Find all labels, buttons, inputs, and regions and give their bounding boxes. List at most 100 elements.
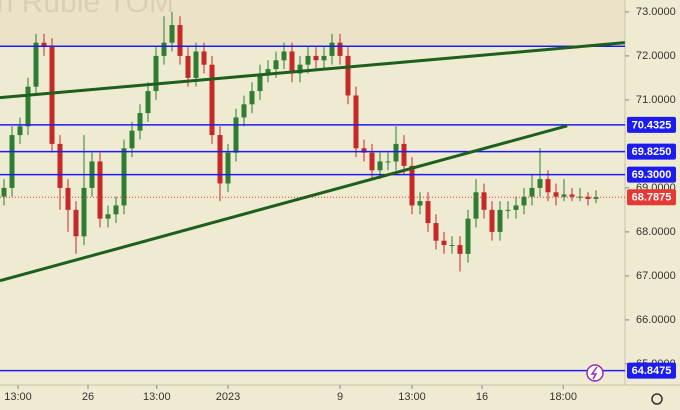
candle-body (449, 245, 455, 247)
level-label-box (627, 143, 676, 160)
candle-body (81, 187, 87, 237)
candle-body (353, 95, 359, 149)
candle-body (457, 245, 463, 254)
candle-body (401, 143, 407, 166)
candle-body (569, 194, 575, 197)
y-tick-label: 66.0000 (636, 314, 676, 326)
candle-body (513, 205, 519, 210)
candle-body (185, 55, 191, 78)
alert-icon[interactable] (586, 364, 604, 382)
level-label: 64.8475 (632, 365, 672, 377)
watermark: an Ruble TOM (0, 0, 174, 19)
candle-body (313, 55, 319, 61)
candle-body (153, 55, 159, 92)
candle-body (9, 135, 15, 188)
level-label: 69.8250 (632, 146, 672, 158)
candle-body (345, 55, 351, 96)
candle-body (465, 218, 471, 254)
x-tick-label: 16 (476, 391, 488, 403)
candle-body (529, 187, 535, 197)
alert-circle[interactable] (586, 364, 604, 382)
candle-body (257, 73, 263, 92)
candle-body (385, 161, 391, 163)
candle-body (505, 209, 511, 211)
candle-body (241, 104, 247, 118)
candle-body (137, 113, 143, 131)
candle-body (249, 91, 255, 105)
candle-body (129, 130, 135, 149)
candle-body (489, 209, 495, 232)
candle-body (209, 64, 215, 136)
candle-body (281, 51, 287, 61)
x-tick-label: 18:00 (549, 391, 577, 403)
candle-body (161, 42, 167, 56)
candle-body (217, 135, 223, 184)
candle-body (41, 42, 47, 48)
candle-body (65, 187, 71, 210)
candle-body (585, 196, 591, 199)
candle-body (177, 25, 183, 56)
candle-body (1, 187, 7, 197)
x-tick-label: 2023 (216, 391, 240, 403)
upper-zone (0, 0, 625, 45)
y-tick-label: 68.0000 (636, 226, 676, 238)
candle-body (545, 179, 551, 193)
candle-body (537, 179, 543, 188)
candle-body (561, 194, 567, 197)
candle-body (57, 143, 63, 188)
candle-body (473, 192, 479, 219)
candle-body (369, 152, 375, 171)
candle-body (145, 91, 151, 114)
candle-body (289, 51, 295, 74)
candle-body (481, 192, 487, 210)
candle-body (425, 201, 431, 224)
level-label-box (627, 116, 676, 133)
level-label-box (627, 166, 676, 183)
candle-body (417, 201, 423, 206)
alert-bolt (590, 366, 598, 380)
y-tick-label: 73.0000 (636, 6, 676, 18)
gear[interactable] (651, 393, 663, 405)
settings-icon[interactable] (651, 393, 663, 405)
candle-body (393, 143, 399, 162)
candle-body (193, 51, 199, 78)
candle-body (201, 51, 207, 65)
y-tick-label: 72.0000 (636, 50, 676, 62)
candle-body (113, 205, 119, 215)
candle-body (17, 126, 23, 136)
x-tick-label: 26 (82, 391, 94, 403)
candle-body (361, 148, 367, 153)
candle-body (105, 214, 111, 219)
trend-line (0, 124, 568, 283)
candle-body (233, 117, 239, 153)
candle-body (441, 240, 447, 246)
candle-body (321, 55, 327, 61)
candle-body (265, 69, 271, 74)
candle-body (329, 42, 335, 56)
candle-body (497, 209, 503, 232)
candle-body (433, 223, 439, 241)
candle-body (305, 55, 311, 65)
candle-body (169, 25, 175, 43)
candle-body (225, 152, 231, 184)
candle-body (73, 209, 79, 237)
candle-body (121, 148, 127, 206)
level-label: 70.4325 (632, 119, 672, 131)
level-label-box (627, 362, 676, 379)
y-tick-label: 67.0000 (636, 270, 676, 282)
candle-body (49, 47, 55, 144)
candle-body (297, 64, 303, 74)
candle-body (593, 197, 599, 199)
trend-line (0, 41, 625, 100)
candle-body (33, 42, 39, 87)
candle-body (97, 161, 103, 219)
last-price-box (627, 189, 676, 206)
candle-body (273, 60, 279, 70)
x-tick-label: 13:00 (143, 391, 171, 403)
x-tick-label: 13:00 (4, 391, 32, 403)
candle-body (553, 192, 559, 197)
candle-body (337, 42, 343, 56)
candle-body (521, 196, 527, 206)
x-tick-label: 13:00 (398, 391, 426, 403)
